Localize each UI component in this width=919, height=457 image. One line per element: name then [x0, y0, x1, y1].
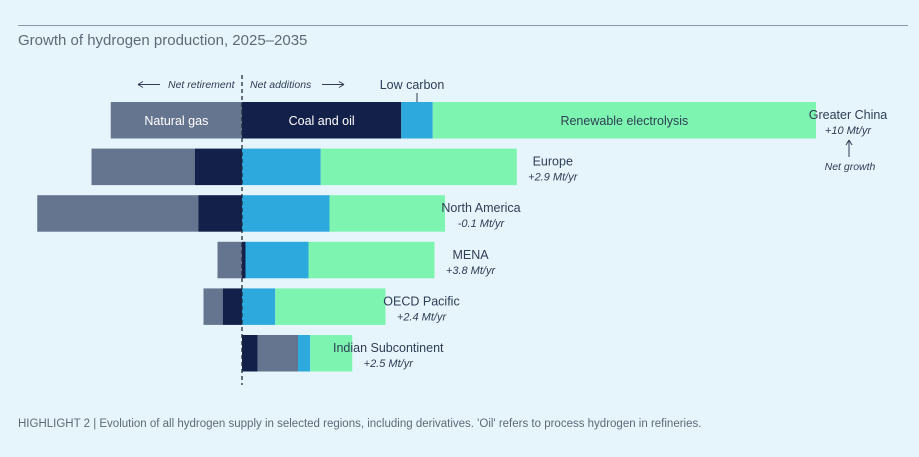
chart-title: Growth of hydrogen production, 2025–2035	[18, 32, 308, 49]
labels-group: Natural gas Coal and oil Renewable electro…	[144, 108, 887, 370]
growth-label: +10 Mt/yr	[825, 125, 872, 137]
bar-low-carbon	[298, 335, 311, 372]
growth-label: +2.5 Mt/yr	[364, 358, 415, 370]
bars-group	[37, 102, 816, 372]
bar-coal-oil	[198, 195, 242, 232]
region-label: Greater China	[809, 108, 888, 122]
legend-label-natural-gas: Natural gas	[144, 114, 208, 128]
growth-label: -0.1 Mt/yr	[458, 218, 506, 230]
bar-natural-gas	[37, 195, 199, 232]
bar-natural-gas	[257, 335, 298, 372]
legend-label-renewable: Renewable electrolysis	[560, 114, 688, 128]
region-label: MENA	[452, 248, 489, 262]
bar-renewable	[329, 195, 445, 232]
bar-coal-oil	[242, 102, 402, 139]
bar-natural-gas	[110, 102, 242, 139]
legend-label-low-carbon: Low carbon	[380, 78, 445, 92]
net-growth-arrowhead	[845, 139, 853, 146]
net-additions-arrowhead	[338, 81, 345, 88]
growth-label: +2.9 Mt/yr	[528, 172, 579, 184]
chart-caption: HIGHLIGHT 2 | Evolution of all hydrogen …	[18, 418, 702, 430]
bar-renewable	[275, 288, 386, 325]
bar-low-carbon	[242, 195, 330, 232]
net-retirement-arrowhead	[137, 81, 144, 88]
bar-low-carbon	[242, 288, 276, 325]
bar-low-carbon	[401, 102, 433, 139]
bar-renewable	[308, 241, 435, 279]
bar-natural-gas	[217, 241, 242, 279]
growth-label: +2.4 Mt/yr	[397, 311, 448, 323]
region-label: Indian Subcontinent	[333, 341, 444, 355]
growth-label: +3.8 Mt/yr	[446, 265, 497, 277]
bar-coal-oil	[222, 288, 242, 325]
bar-low-carbon	[242, 148, 321, 186]
annotations-group: Net retirement Net additions Low carbon Net…	[137, 75, 876, 385]
net-additions-label: Net additions	[250, 79, 312, 91]
net-retirement-label: Net retirement	[168, 79, 236, 91]
net-growth-label: Net growth	[825, 161, 876, 173]
bar-low-carbon	[245, 241, 309, 279]
region-label: OECD Pacific	[383, 294, 459, 308]
bar-renewable	[310, 335, 353, 372]
bar-renewable	[432, 102, 816, 139]
legend-label-coal-oil: Coal and oil	[289, 114, 355, 128]
region-label: Europe	[533, 155, 573, 169]
bar-coal-oil	[194, 148, 242, 186]
bar-natural-gas	[203, 288, 223, 325]
bar-natural-gas	[91, 148, 195, 186]
bar-coal-oil	[242, 241, 246, 279]
region-label: North America	[441, 201, 520, 215]
top-rule	[18, 25, 908, 26]
bar-renewable	[320, 148, 517, 186]
bar-coal-oil	[242, 335, 258, 372]
